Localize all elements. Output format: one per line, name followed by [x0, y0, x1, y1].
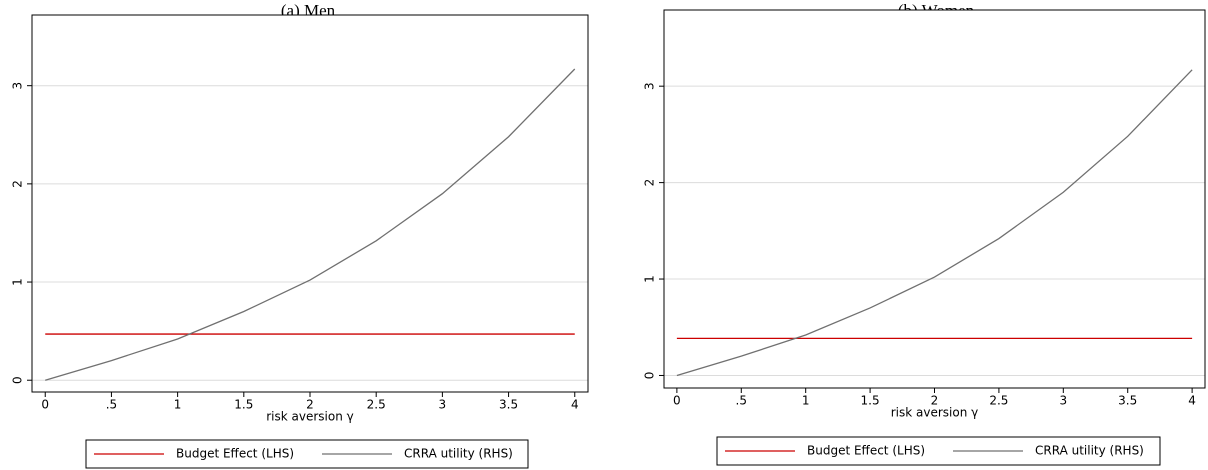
x-tick-label: 2	[931, 394, 939, 408]
series-line	[676, 69, 1193, 377]
x-tick-label: 0	[41, 398, 49, 412]
legend-label: CRRA utility (RHS)	[404, 447, 513, 461]
x-tick-label: .5	[736, 394, 747, 408]
y-tick-label: 2	[11, 180, 25, 188]
legend-label: CRRA utility (RHS)	[1035, 444, 1144, 458]
x-tick-label: 1	[802, 394, 810, 408]
x-tick-label: 3.5	[1118, 394, 1137, 408]
legend-label: Budget Effect (LHS)	[807, 444, 925, 458]
x-tick-label: 3	[439, 398, 447, 412]
plot-frame	[663, 9, 1206, 389]
y-tick-label: 0	[643, 372, 657, 380]
x-tick-label: 2.5	[367, 398, 386, 412]
y-tick-label: 0	[11, 376, 25, 384]
plot-frame	[31, 14, 589, 393]
x-axis-label: risk aversion γ	[266, 410, 354, 424]
y-tick-label: 3	[643, 82, 657, 90]
plot-area	[664, 10, 1205, 388]
x-tick-label: 1.5	[234, 398, 253, 412]
x-tick-label: 2	[306, 398, 314, 412]
plot-area	[32, 15, 588, 392]
legend-label: Budget Effect (LHS)	[176, 447, 294, 461]
x-tick-label: .5	[106, 398, 117, 412]
x-tick-label: 1.5	[861, 394, 880, 408]
x-tick-label: 1	[174, 398, 182, 412]
x-tick-label: 0	[673, 394, 681, 408]
y-tick-label: 3	[11, 82, 25, 90]
y-tick-label: 2	[643, 179, 657, 187]
x-tick-label: 3.5	[499, 398, 518, 412]
x-tick-label: 2.5	[989, 394, 1008, 408]
x-tick-label: 4	[1188, 394, 1196, 408]
x-axis-label: risk aversion γ	[891, 406, 979, 420]
x-tick-label: 3	[1059, 394, 1067, 408]
x-tick-label: 4	[571, 398, 579, 412]
series-line	[45, 68, 576, 381]
y-tick-label: 1	[11, 278, 25, 286]
y-tick-label: 1	[643, 275, 657, 283]
